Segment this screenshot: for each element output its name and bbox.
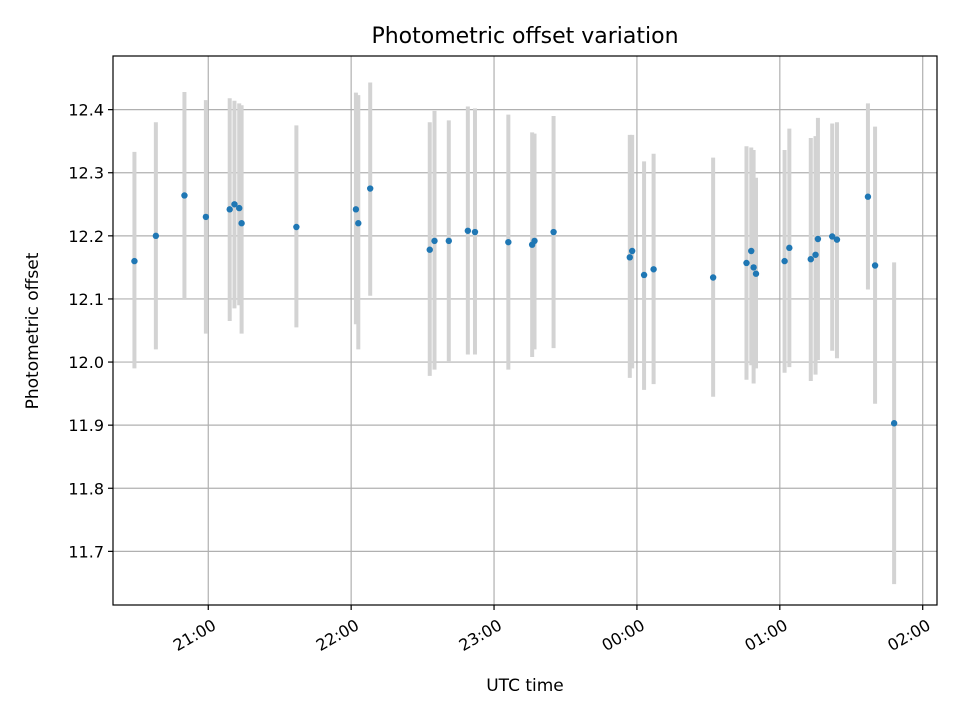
x-axis-label: UTC time (486, 676, 564, 696)
data-points (131, 185, 898, 427)
y-tick-label-4: 12.1 (68, 290, 104, 309)
data-point-12 (426, 246, 433, 253)
data-point-38 (871, 262, 879, 269)
data-point-35 (829, 233, 836, 240)
data-point-6 (236, 204, 243, 212)
x-tick-label-2: 23:00 (456, 615, 505, 655)
data-point-1 (152, 232, 160, 240)
data-point-0 (131, 257, 138, 265)
data-point-31 (786, 244, 793, 252)
data-point-20 (550, 228, 557, 236)
y-tick-label-0: 11.7 (68, 542, 104, 561)
data-point-33 (812, 251, 819, 258)
data-point-26 (743, 259, 750, 267)
y-axis-label: Photometric offset (23, 252, 43, 409)
data-point-39 (890, 420, 898, 427)
data-point-25 (709, 274, 717, 281)
y-tick-label-3: 12.0 (68, 353, 104, 372)
data-point-14 (445, 237, 452, 245)
data-point-7 (238, 220, 245, 227)
y-tick-label-7: 12.4 (68, 101, 104, 120)
data-point-16 (471, 228, 479, 236)
x-axis-ticks: 21:00 22:00 23:00 00:00 01:00 02:00 (170, 605, 934, 655)
data-point-21 (626, 254, 633, 261)
data-point-37 (864, 193, 872, 200)
data-point-3 (202, 213, 210, 221)
y-tick-label-1: 11.8 (68, 479, 104, 498)
data-point-24 (650, 266, 657, 273)
data-point-23 (640, 271, 648, 279)
data-point-9 (352, 206, 360, 213)
data-point-15 (464, 227, 472, 234)
data-point-19 (531, 237, 538, 245)
data-point-11 (367, 185, 374, 192)
chart-title: Photometric offset variation (371, 24, 678, 49)
data-point-10 (355, 220, 362, 227)
x-tick-label-5: 02:00 (884, 615, 933, 655)
data-point-13 (431, 237, 438, 245)
x-tick-label-3: 00:00 (598, 615, 647, 655)
data-point-4 (226, 206, 233, 213)
y-tick-label-2: 11.9 (68, 416, 104, 435)
data-point-32 (807, 255, 814, 263)
y-axis-ticks: 11.7 11.8 11.9 12.0 12.1 12.2 12.3 12.4 (68, 101, 113, 561)
data-point-29 (752, 270, 760, 277)
x-tick-label-1: 22:00 (313, 615, 362, 655)
x-tick-label-4: 01:00 (741, 615, 790, 655)
data-point-2 (181, 192, 188, 199)
y-tick-label-5: 12.2 (68, 227, 104, 246)
data-point-34 (814, 235, 822, 243)
grid (113, 56, 937, 605)
data-point-30 (781, 257, 788, 265)
data-point-17 (505, 238, 512, 246)
data-point-5 (231, 201, 238, 208)
plot-frame (112, 55, 938, 606)
x-tick-label-0: 21:00 (170, 615, 219, 655)
y-tick-label-6: 12.3 (68, 164, 104, 183)
data-point-36 (833, 236, 841, 243)
data-point-27 (748, 247, 755, 255)
data-point-8 (293, 223, 300, 231)
data-point-22 (628, 247, 636, 255)
data-point-28 (750, 264, 757, 271)
